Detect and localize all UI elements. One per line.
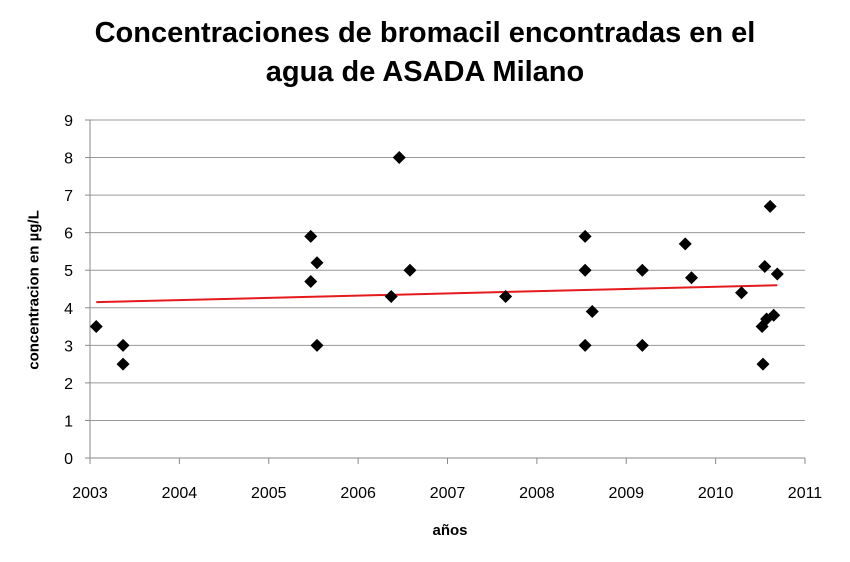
data-point (403, 263, 417, 277)
x-tick-label: 2008 (519, 485, 555, 502)
data-point (678, 237, 692, 251)
x-tick-label: 2005 (251, 485, 287, 502)
chart-title-line-2: agua de ASADA Milano (265, 56, 585, 88)
chart-title: Concentraciones de bromacil encontradas … (0, 14, 850, 92)
x-tick-label: 2010 (698, 485, 734, 502)
x-axis-label: años (432, 522, 468, 539)
data-point (578, 338, 592, 352)
y-tick-label: 5 (64, 263, 73, 280)
data-point (735, 286, 749, 300)
data-point (310, 256, 324, 270)
data-point (635, 263, 649, 277)
y-tick-label: 4 (64, 301, 73, 318)
data-point (770, 267, 784, 281)
y-tick-label: 6 (64, 226, 73, 243)
y-tick-label: 2 (64, 376, 73, 393)
data-point (767, 308, 781, 322)
data-point (304, 229, 318, 243)
trendline (96, 284, 778, 304)
data-point (89, 320, 103, 334)
data-point (578, 263, 592, 277)
data-point (756, 357, 770, 371)
data-point (578, 229, 592, 243)
chart-title-line-1: Concentraciones de bromacil encontradas … (94, 17, 756, 49)
data-point (758, 259, 772, 273)
data-point (304, 274, 318, 288)
y-tick-label: 3 (64, 338, 73, 355)
trendline-layer (96, 284, 778, 304)
y-tick-label: 9 (64, 113, 73, 130)
data-point (684, 271, 698, 285)
y-tick-label: 8 (64, 151, 73, 168)
data-point (392, 151, 406, 165)
x-tick-label: 2011 (788, 485, 823, 502)
x-tick-label: 2009 (608, 485, 644, 502)
tick-labels: 0 1 2 3 4 5 6 7 8 9 2003 2004 2005 2006 2007 2008 2009 20… (64, 113, 822, 502)
y-tick-label: 1 (64, 413, 73, 430)
data-point (763, 199, 777, 213)
x-tick-label: 2003 (72, 485, 108, 502)
data-point (635, 338, 649, 352)
data-point (499, 290, 513, 304)
data-point (310, 338, 324, 352)
data-point (116, 357, 130, 371)
data-point (384, 290, 398, 304)
x-tick-label: 2007 (430, 485, 466, 502)
data-point (585, 305, 599, 319)
data-points (89, 151, 784, 371)
x-tick-label: 2004 (162, 485, 198, 502)
x-tick-label: 2006 (340, 485, 376, 502)
y-tick-label: 0 (64, 451, 73, 468)
axes (85, 119, 806, 464)
data-point (116, 338, 130, 352)
grid-lines (90, 119, 805, 421)
y-tick-label: 7 (64, 188, 73, 205)
